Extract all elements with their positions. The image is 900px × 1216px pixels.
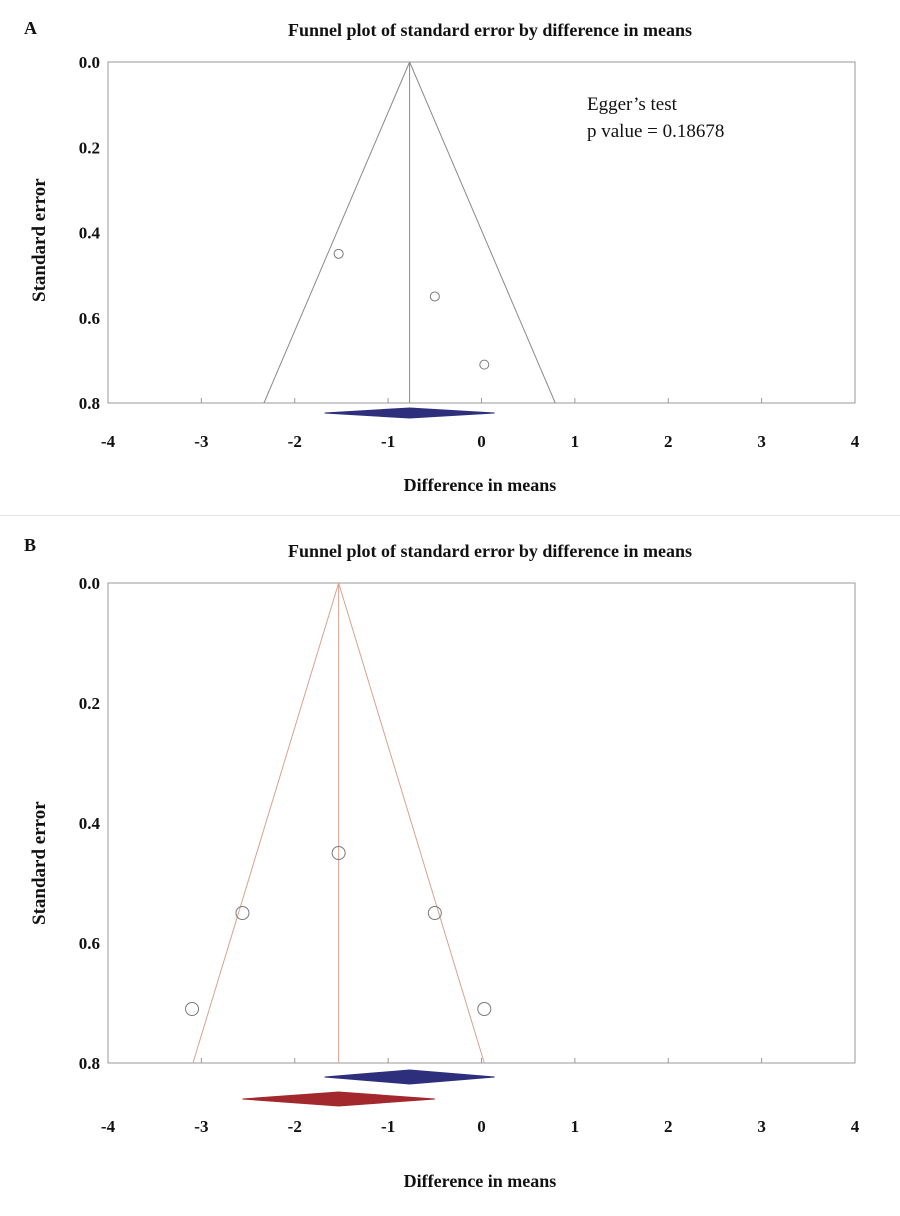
funnel-plot-a: -4 -3 -2 -1 0 1 2 3 4 0.0 0.2 0.4 0.6 0.8 Egger’s test… bbox=[79, 53, 860, 451]
funnel-boundary-line bbox=[338, 582, 485, 1064]
funnel-plot-b: -4 -3 -2 -1 0 1 2 3 4 0.0 0.2 0.4 0.6 0.8 bbox=[79, 574, 860, 1136]
y-tick-label: 0.6 bbox=[79, 309, 100, 328]
y-tick-label: 0.0 bbox=[79, 574, 100, 593]
summary-diamond bbox=[324, 1069, 495, 1085]
x-tick-label: -2 bbox=[288, 432, 302, 451]
x-tick-label: 1 bbox=[571, 432, 580, 451]
y-tick-label: 0.8 bbox=[79, 394, 100, 413]
funnel-boundary-line bbox=[192, 582, 340, 1064]
y-tick-label: 0.4 bbox=[79, 224, 101, 243]
egger-annotation: p value = 0.18678 bbox=[587, 121, 724, 142]
panel-b: B Funnel plot of standard error by diffe… bbox=[0, 517, 900, 1216]
panel-label: A bbox=[24, 18, 37, 38]
y-axis-title: Standard error bbox=[29, 801, 50, 925]
panel-label: B bbox=[24, 535, 37, 555]
x-tick-label: 0 bbox=[477, 1117, 486, 1136]
y-tick-label: 0.6 bbox=[79, 934, 100, 953]
y-axis-title: Standard error bbox=[29, 178, 50, 302]
panel-a: A Funnel plot of standard error by diffe… bbox=[0, 0, 900, 515]
funnel-boundary-line bbox=[263, 61, 411, 404]
x-tick-label: -4 bbox=[101, 432, 116, 451]
funnel-boundary-line bbox=[409, 61, 556, 404]
x-tick-label: 1 bbox=[571, 1117, 580, 1136]
x-tick-label: 3 bbox=[757, 432, 766, 451]
x-tick-label: 4 bbox=[851, 1117, 860, 1136]
y-tick-label: 0.0 bbox=[79, 53, 100, 72]
study-point bbox=[235, 906, 250, 920]
study-point bbox=[429, 291, 440, 302]
study-point bbox=[477, 1002, 492, 1016]
egger-annotation: Egger’s test bbox=[587, 94, 678, 115]
x-tick-label: 2 bbox=[664, 432, 673, 451]
summary-diamond bbox=[324, 407, 495, 419]
x-tick-label: -2 bbox=[288, 1117, 302, 1136]
chart-title: Funnel plot of standard error by differe… bbox=[288, 541, 692, 561]
x-tick-label: 4 bbox=[851, 432, 860, 451]
study-point bbox=[333, 248, 344, 259]
summary-diamond bbox=[242, 1091, 435, 1107]
y-tick-label: 0.8 bbox=[79, 1054, 100, 1073]
plot-frame bbox=[107, 61, 856, 404]
y-tick-label: 0.4 bbox=[79, 814, 101, 833]
y-tick-label: 0.2 bbox=[79, 694, 100, 713]
x-tick-label: 0 bbox=[477, 432, 486, 451]
y-tick-label: 0.2 bbox=[79, 138, 100, 157]
chart-title: Funnel plot of standard error by differe… bbox=[288, 20, 692, 40]
study-point bbox=[331, 846, 346, 860]
x-tick-label: -4 bbox=[101, 1117, 116, 1136]
x-tick-label: -1 bbox=[381, 1117, 395, 1136]
x-tick-label: 2 bbox=[664, 1117, 673, 1136]
x-axis-title: Difference in means bbox=[403, 1171, 557, 1191]
study-point bbox=[479, 359, 490, 370]
x-tick-label: -3 bbox=[194, 432, 208, 451]
x-tick-label: -3 bbox=[194, 1117, 208, 1136]
x-tick-label: -1 bbox=[381, 432, 395, 451]
study-point bbox=[185, 1002, 200, 1016]
plot-frame bbox=[107, 582, 856, 1064]
panel-divider bbox=[0, 515, 900, 516]
study-point bbox=[427, 906, 442, 920]
x-tick-label: 3 bbox=[757, 1117, 766, 1136]
x-axis-title: Difference in means bbox=[403, 475, 557, 495]
